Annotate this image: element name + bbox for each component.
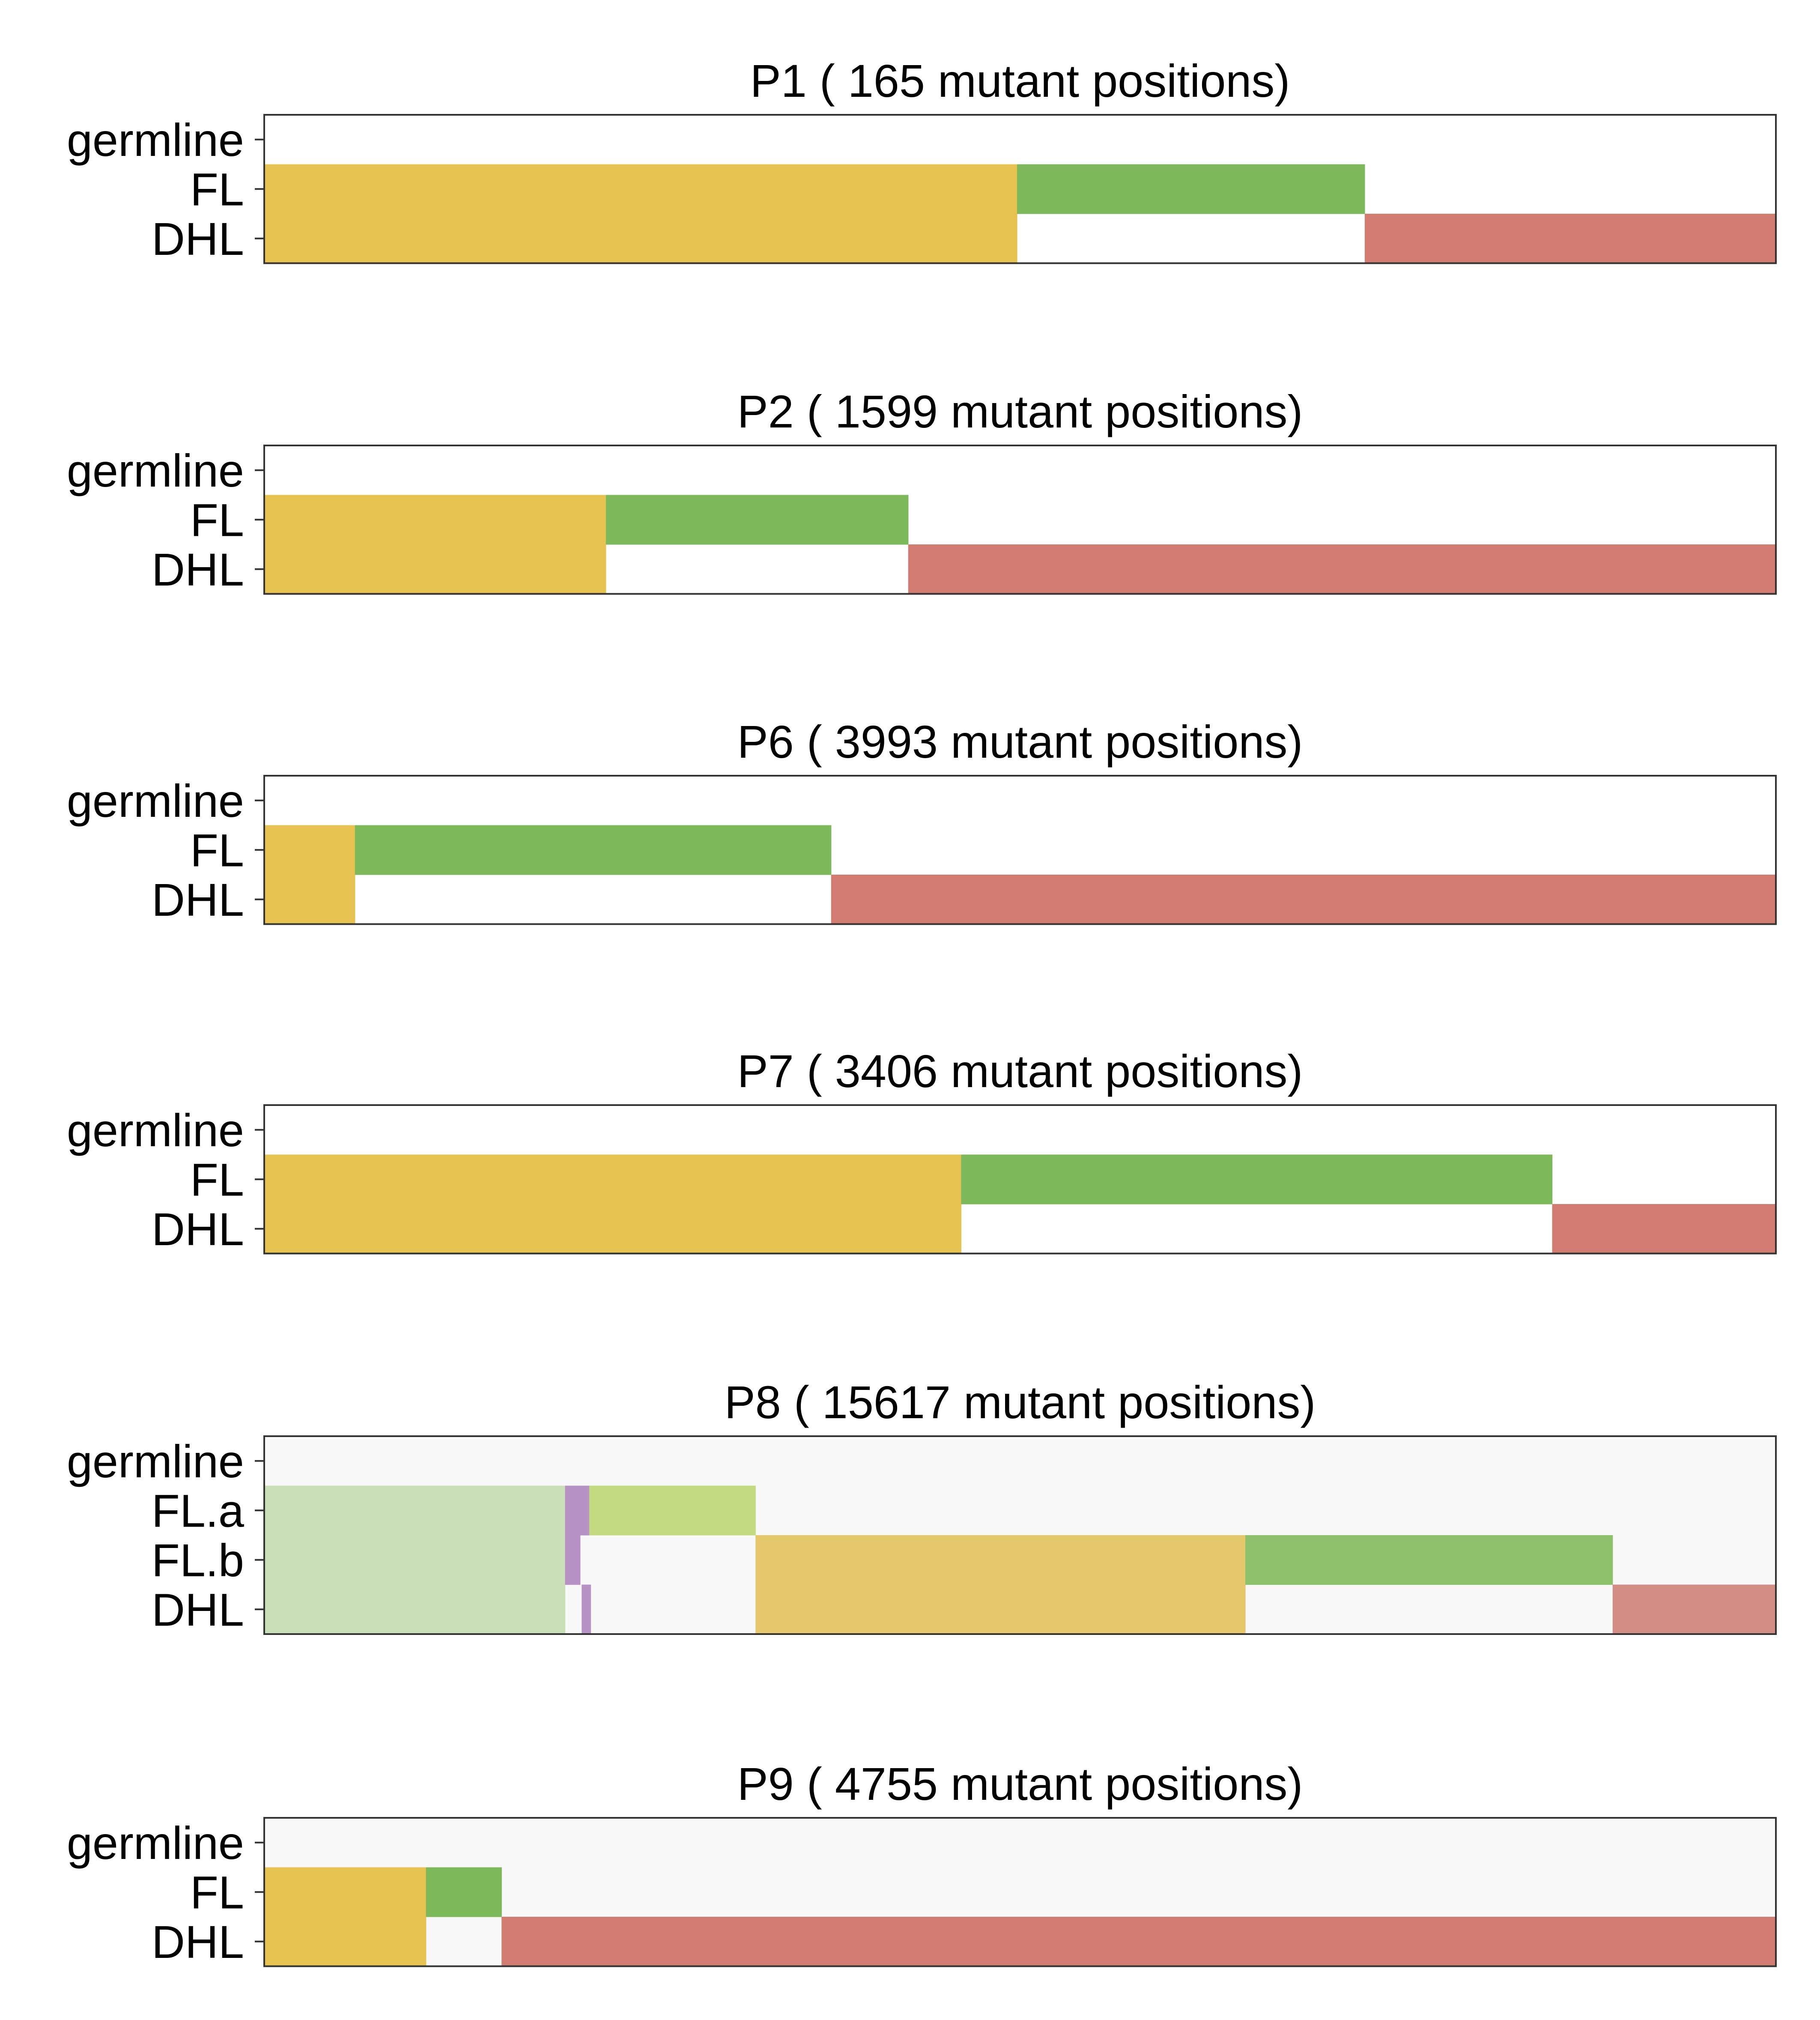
row-label: FL (190, 1153, 244, 1205)
row-label: germline (67, 1435, 244, 1487)
row-label: FL (190, 824, 244, 876)
row-label: DHL (152, 1584, 244, 1635)
segment-fl-a-purple (565, 1485, 590, 1536)
row-label: DHL (152, 1203, 244, 1255)
segment-dhl-mutedred (1612, 1584, 1776, 1635)
segment-fl-green (426, 1867, 502, 1917)
segment-fl-yellow (264, 825, 355, 875)
row-label: germline (67, 445, 244, 496)
segment-fl-b-purple (565, 1535, 581, 1585)
panel-title: P2 ( 1599 mutant positions) (737, 385, 1303, 437)
plot-frame (263, 1435, 1777, 1635)
row-label: FL (190, 163, 244, 215)
segment-fl-a-yellowgreen (589, 1485, 756, 1536)
row-label: germline (67, 775, 244, 827)
panel-title: P1 ( 165 mutant positions) (750, 55, 1290, 107)
segment-dhl-lightgreen (264, 1584, 566, 1635)
segment-fl-yellow (264, 1867, 427, 1917)
row-label: DHL (152, 213, 244, 265)
segment-dhl-yellow (264, 214, 1017, 264)
segment-fl-green (1017, 164, 1365, 214)
segment-fl-yellow (264, 1154, 961, 1204)
row-label: DHL (152, 544, 244, 595)
segment-dhl-red (501, 1917, 1776, 1967)
panel-title: P8 ( 15617 mutant positions) (725, 1376, 1316, 1428)
segment-dhl-red (831, 875, 1776, 925)
segment-dhl-purple (582, 1584, 591, 1635)
segment-fl-a-lightgreen (264, 1485, 566, 1536)
panel-5: P8 ( 15617 mutant positions) germlineFL.a… (67, 1376, 1777, 1635)
segment-dhl-mutedyellow (755, 1584, 1246, 1635)
segment-fl-b-lightgreen (264, 1535, 566, 1585)
row-label: FL.a (152, 1485, 245, 1536)
panel-title: P6 ( 3993 mutant positions) (737, 716, 1303, 768)
segment-fl-green (961, 1154, 1553, 1204)
row-label: DHL (152, 1916, 244, 1968)
segment-fl-yellow (264, 495, 606, 545)
panel-title: P7 ( 3406 mutant positions) (737, 1045, 1303, 1097)
segment-dhl-yellow (264, 1917, 427, 1967)
segment-fl-yellow (264, 164, 1017, 214)
panel-title: P9 ( 4755 mutant positions) (737, 1758, 1303, 1810)
segment-dhl-red (908, 544, 1776, 595)
segment-fl-b-mutedgreen (1245, 1535, 1613, 1585)
row-label: FL (190, 494, 244, 546)
segment-dhl-yellow (264, 875, 355, 925)
segment-fl-green (606, 495, 909, 545)
segment-dhl-yellow (264, 544, 606, 595)
row-label: germline (67, 1104, 244, 1156)
segment-dhl-yellow (264, 1204, 961, 1254)
row-label: FL (190, 1866, 244, 1918)
segment-fl-green (355, 825, 832, 875)
row-label: germline (67, 1817, 244, 1869)
row-label: DHL (152, 874, 244, 926)
row-label: germline (67, 114, 244, 166)
segment-dhl-red (1364, 214, 1776, 264)
segment-fl-b-mutedyellow (755, 1535, 1246, 1585)
segment-dhl-red (1552, 1204, 1776, 1254)
row-label: FL.b (152, 1534, 244, 1586)
